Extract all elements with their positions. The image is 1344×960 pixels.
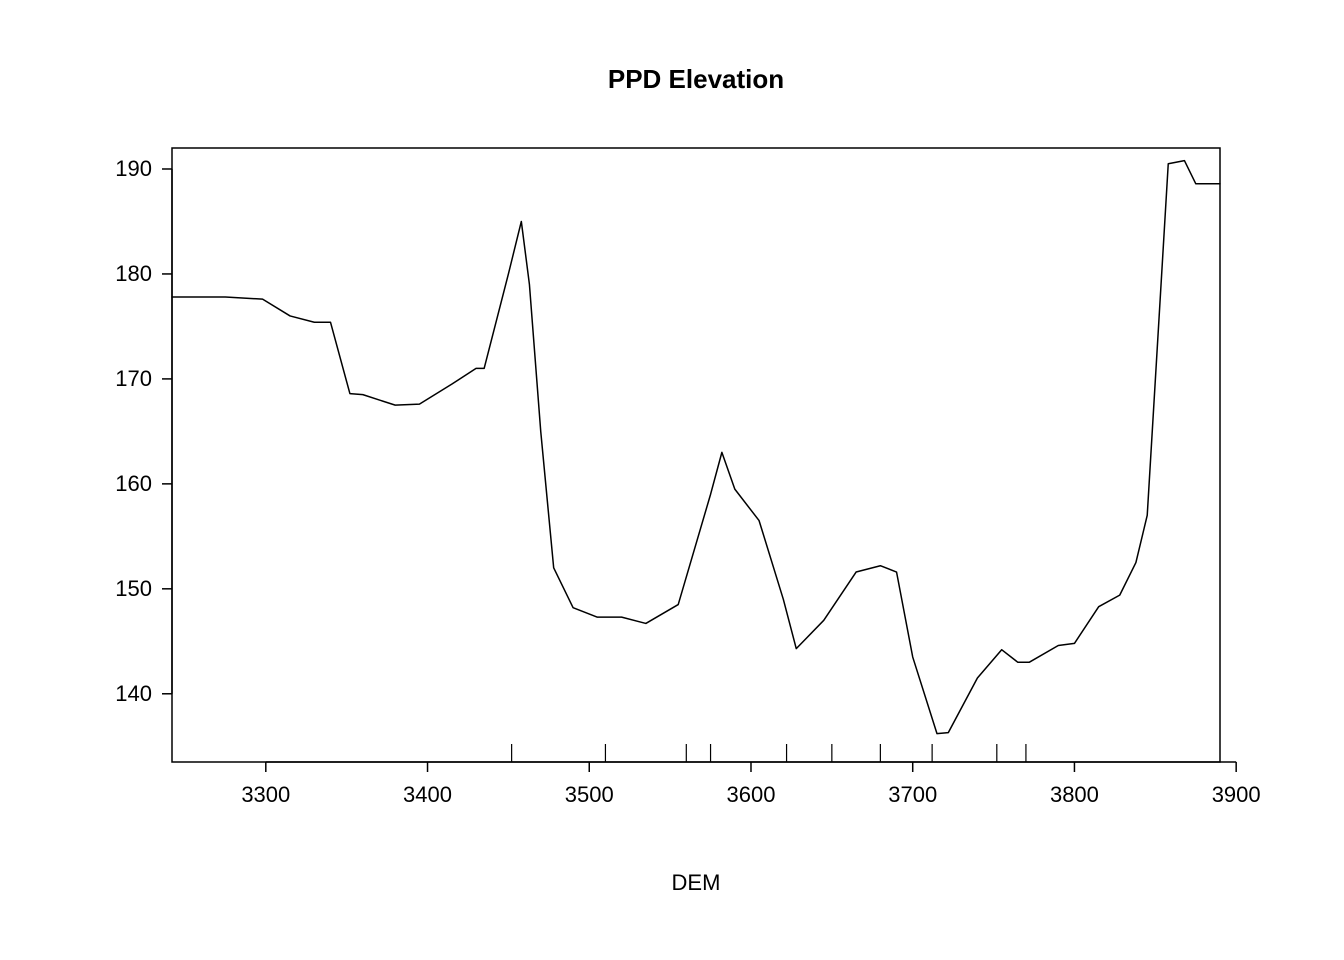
- x-tick-label: 3500: [565, 782, 614, 807]
- chart-title: PPD Elevation: [608, 64, 784, 94]
- chart-container: PPD Elevation DEM 3300 3400 3500 3600 3700 3800…: [0, 0, 1344, 960]
- y-tick-label: 160: [115, 471, 152, 496]
- x-tick-label: 3900: [1212, 782, 1261, 807]
- x-tick-label: 3700: [888, 782, 937, 807]
- x-tick-label: 3800: [1050, 782, 1099, 807]
- ppd-elevation-chart: PPD Elevation DEM 3300 3400 3500 3600 3700 3800…: [0, 0, 1344, 960]
- y-tick-label: 190: [115, 156, 152, 181]
- y-tick-label: 140: [115, 681, 152, 706]
- y-tick-label: 150: [115, 576, 152, 601]
- x-axis-label: DEM: [672, 870, 721, 895]
- y-tick-label: 170: [115, 366, 152, 391]
- x-tick-label: 3600: [727, 782, 776, 807]
- x-tick-label: 3300: [241, 782, 290, 807]
- y-tick-label: 180: [115, 261, 152, 286]
- x-tick-label: 3400: [403, 782, 452, 807]
